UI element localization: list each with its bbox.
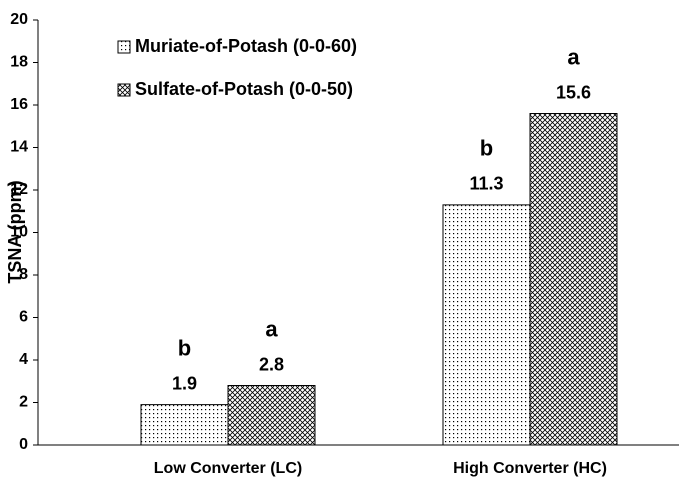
y-tick-label: 10 <box>10 224 28 241</box>
legend-swatch <box>117 83 131 97</box>
legend-swatch <box>117 40 131 54</box>
y-tick-label: 20 <box>10 11 28 28</box>
value-label: 11.3 <box>469 174 503 194</box>
y-tick-label: 0 <box>19 436 28 453</box>
significance-letter: b <box>178 335 191 360</box>
y-tick-label: 4 <box>19 351 28 368</box>
y-tick-label: 6 <box>19 309 28 326</box>
y-tick-label: 18 <box>10 54 28 71</box>
legend-label: Muriate-of-Potash (0-0-60) <box>135 36 357 56</box>
y-tick-label: 2 <box>19 394 28 411</box>
x-tick-label: High Converter (HC) <box>453 460 607 477</box>
significance-letter: b <box>480 136 493 161</box>
legend-label: Sulfate-of-Potash (0-0-50) <box>135 79 353 99</box>
y-tick-label: 8 <box>19 266 28 283</box>
value-label: 15.6 <box>556 82 591 102</box>
value-label: 1.9 <box>172 373 197 393</box>
significance-letter: a <box>265 316 278 341</box>
bar <box>442 204 531 446</box>
significance-letter: a <box>567 44 580 69</box>
x-tick-label: Low Converter (LC) <box>154 460 302 477</box>
y-tick-label: 16 <box>10 96 28 113</box>
y-tick-label: 12 <box>10 181 28 198</box>
y-axis-label: TSNA (ppm) <box>5 180 25 283</box>
y-tick-label: 14 <box>10 139 28 156</box>
bar <box>227 385 316 446</box>
value-label: 2.8 <box>259 354 284 374</box>
bar <box>140 404 229 446</box>
bar <box>529 113 618 446</box>
